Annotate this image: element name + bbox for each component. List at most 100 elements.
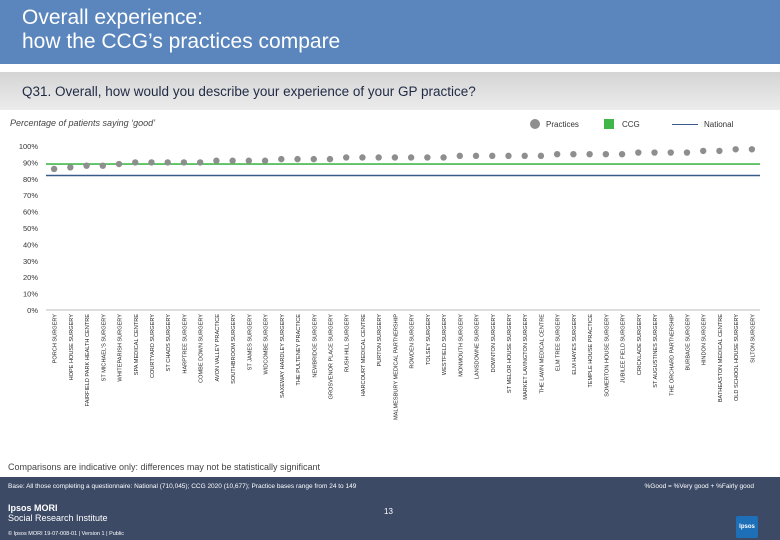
- y-tick-label: 40%: [23, 240, 38, 249]
- title-banner: Overall experience: how the CCG’s practi…: [0, 0, 780, 64]
- practice-marker: [716, 147, 723, 155]
- practice-marker: [229, 157, 236, 164]
- category-label: MALMESBURY MEDICAL PARTNERSHIP: [393, 314, 399, 420]
- category-label: NEWBRIDGE SURGERY: [312, 314, 318, 378]
- category-label: SPA MEDICAL CENTRE: [134, 314, 140, 376]
- practice-marker: [489, 152, 496, 160]
- practice-marker: [748, 146, 756, 153]
- practice-marker: [635, 149, 642, 156]
- ccg-line: [46, 163, 760, 165]
- practice-marker: [132, 159, 139, 166]
- practice-marker: [440, 154, 447, 161]
- y-tick-label: 50%: [23, 224, 38, 233]
- y-tick-label: 80%: [23, 175, 38, 184]
- category-label: ST JAMES SURGERY: [247, 314, 253, 371]
- y-tick-label: 60%: [23, 208, 38, 217]
- practice-marker: [196, 159, 204, 166]
- category-label: MARKET LAVINGTON SURGERY: [523, 314, 529, 400]
- category-label: AVON VALLEY PRACTICE: [215, 314, 221, 382]
- y-tick-label: 0%: [27, 306, 38, 315]
- practice-marker: [99, 162, 106, 169]
- y-tick-label: 70%: [23, 191, 38, 200]
- category-label: ST AUGUSTINES SURGERY: [653, 314, 659, 388]
- category-label: SAXEWAY HARDLEY SURGERY: [280, 314, 286, 398]
- category-label: ROWDEN SURGERY: [410, 314, 416, 369]
- category-label: MONMOUTH SURGERY: [458, 314, 464, 377]
- category-label: ELM HAYES SURGERY: [572, 314, 578, 375]
- category-label: JUBILEE FIELD SURGERY: [621, 314, 627, 383]
- practice-marker: [115, 160, 123, 168]
- category-label: CRICKLADE SURGERY: [637, 314, 643, 375]
- category-label: TEMPLE HOUSE PRACTICE: [588, 314, 594, 388]
- category-label: PORCH SURGERY: [53, 314, 59, 364]
- category-label: THE ORCHARD PARTNERSHIP: [669, 314, 675, 396]
- category-label: THE PULTENEY PRACTICE: [296, 314, 302, 386]
- y-tick-label: 100%: [19, 142, 39, 151]
- comparison-note: Comparisons are indicative only: differe…: [8, 462, 320, 472]
- category-label: COURTYARD SURGERY: [150, 314, 156, 378]
- practice-marker: [505, 152, 512, 160]
- category-label: HINDON SURGERY: [702, 314, 708, 365]
- category-label: DOWNTON SURGERY: [491, 314, 497, 373]
- practice-marker: [375, 154, 382, 161]
- practice-marker: [651, 149, 658, 156]
- category-label: BURBAGE SURGERY: [685, 314, 691, 371]
- ipsos-logo: Ipsos: [736, 516, 758, 538]
- page-number: 13: [384, 507, 393, 516]
- category-label: GROSVENOR PLACE SURGERY: [328, 314, 334, 400]
- practice-marker-icon: [530, 119, 540, 129]
- practice-marker: [278, 155, 285, 163]
- category-label: RUSH HILL SURGERY: [345, 314, 351, 372]
- practice-marker: [391, 154, 399, 161]
- practice-marker: [667, 149, 674, 156]
- practice-marker: [261, 157, 269, 164]
- practice-marker: [83, 162, 90, 169]
- category-label: WESTFIELD SURGERY: [442, 314, 448, 375]
- category-label: HOPE HOUSE SURGERY: [69, 314, 75, 381]
- legend-ccg-label: CCG: [622, 119, 640, 129]
- practice-comparison-chart: 0% 10% 20% 30% 40% 50% 60% 70% 80% 90% 100% PORCH S…: [19, 142, 760, 420]
- practice-marker: [148, 159, 155, 166]
- practice-marker: [326, 155, 334, 163]
- category-label: HARPTREE SURGERY: [182, 314, 188, 374]
- practice-marker: [683, 149, 691, 156]
- category-label: HARCOURT MEDICAL CENTRE: [361, 314, 367, 397]
- practice-marker: [732, 146, 739, 153]
- practice-marker: [294, 155, 301, 163]
- practice-marker: [67, 164, 74, 171]
- category-label: COMBE DOWN SURGERY: [199, 314, 205, 383]
- practice-marker: [343, 154, 350, 161]
- legend-practices-label: Practices: [546, 119, 579, 129]
- practice-marker: [586, 151, 593, 158]
- category-label: LANSDOWNE SURGERY: [475, 314, 481, 379]
- question-bar: Q31. Overall, how would you describe you…: [0, 72, 780, 110]
- category-label: ST CHADS SURGERY: [166, 314, 172, 372]
- good-definition: %Good = %Very good + %Fairly good: [644, 483, 754, 490]
- copyright-text: © Ipsos MORI 19-07-008-01 | Version 1 | …: [8, 531, 125, 537]
- category-label: THE LAWN MEDICAL CENTRE: [539, 314, 545, 394]
- legend-practices: Practices: [530, 117, 579, 131]
- practice-marker: [310, 155, 317, 163]
- practice-marker: [700, 147, 707, 155]
- category-label: BATHEASTON MEDICAL CENTRE: [718, 314, 724, 402]
- practice-marker: [521, 152, 528, 160]
- practice-marker: [213, 157, 220, 164]
- category-label: FAIRFIELD PARK HEALTH CENTRE: [85, 314, 91, 407]
- category-label: WIDCOMBE SURGERY: [264, 314, 270, 375]
- practice-marker: [537, 152, 545, 160]
- category-label: SOMERTON HOUSE SURGERY: [604, 314, 610, 397]
- category-label: SILTON SURGERY: [750, 314, 756, 363]
- chart-subtitle: Percentage of patients saying ‘good’: [10, 118, 156, 128]
- practice-marker: [618, 151, 626, 158]
- legend-ccg: CCG: [604, 117, 640, 131]
- slide-title: Overall experience: how the CCG’s practi…: [22, 6, 341, 53]
- category-label: TOLSEY SURGERY: [426, 314, 432, 365]
- category-label: OLD SCHOOL HOUSE SURGERY: [734, 314, 740, 401]
- legend-national-label: National: [704, 119, 734, 129]
- national-line-icon: [672, 123, 698, 125]
- category-label: PURTON SURGERY: [377, 314, 383, 367]
- practice-marker: [456, 152, 463, 160]
- practice-marker: [553, 151, 561, 158]
- legend-national: National: [672, 117, 733, 131]
- practice-marker: [570, 151, 577, 158]
